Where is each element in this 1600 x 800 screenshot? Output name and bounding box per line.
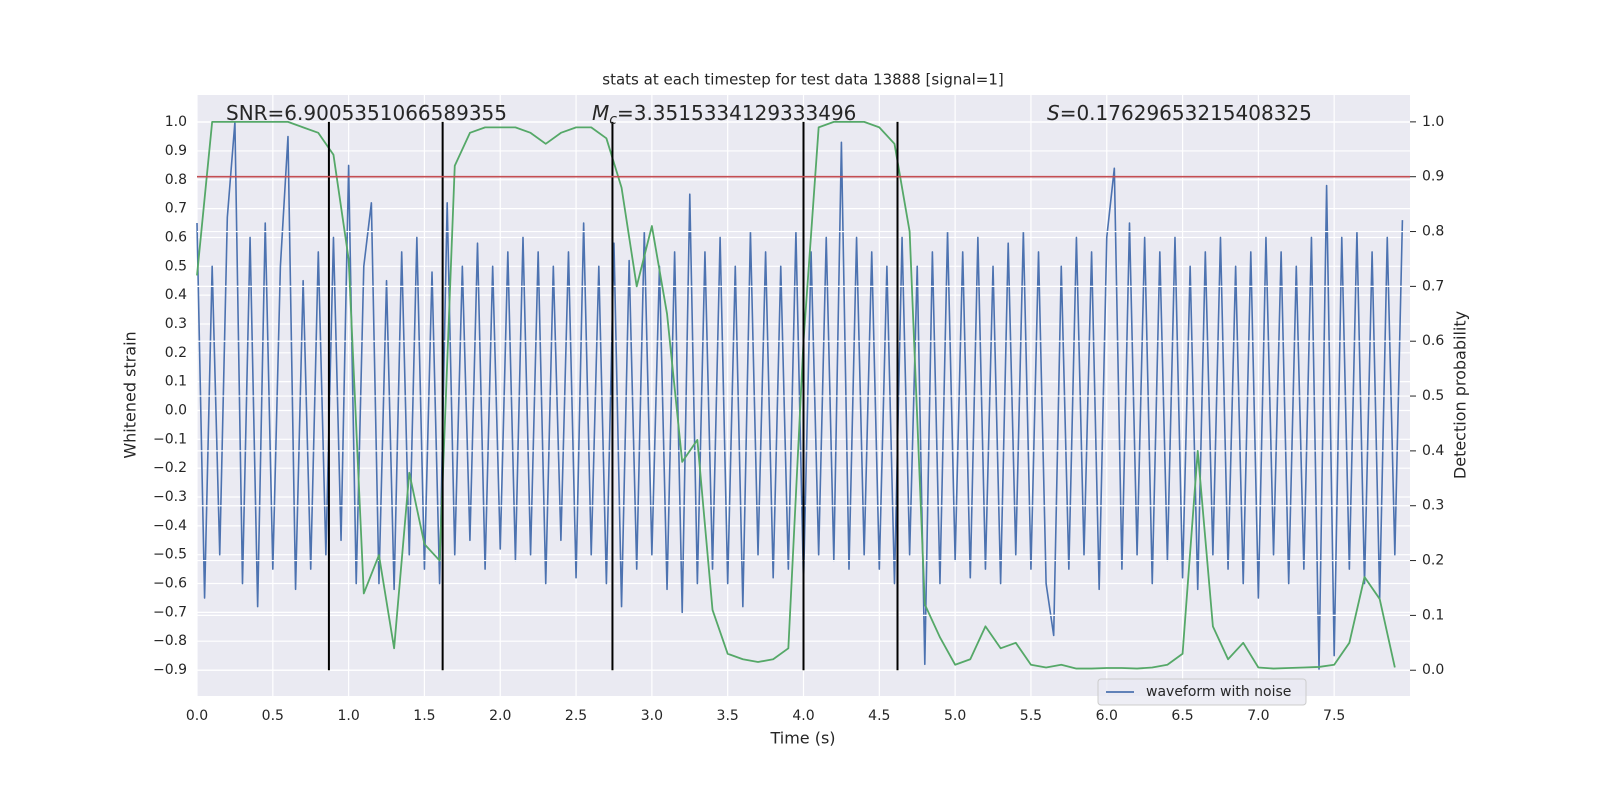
y2-tick-label: 0.0 (1422, 662, 1444, 678)
x-axis-label: Time (s) (769, 729, 835, 748)
y-tick-label: −0.8 (153, 633, 187, 649)
annotation: S=0.17629653215408325 (1047, 101, 1312, 125)
y2-tick-label: 0.3 (1422, 498, 1444, 514)
y-tick-label: 1.0 (165, 114, 187, 130)
y2-tick-label: 0.9 (1422, 169, 1444, 185)
series-line (196, 120, 1396, 670)
y-tick-label: −0.1 (153, 431, 187, 447)
y-tick-label: 0.2 (165, 345, 187, 361)
annotation-text: =3.3515334129333496 (617, 101, 856, 125)
legend-box (1097, 678, 1307, 706)
y2-tick-label: 0.7 (1422, 278, 1444, 294)
x-tick-label: 7.0 (1247, 708, 1269, 724)
annotation-subscript: c (609, 112, 617, 128)
x-tick-label: 4.0 (792, 708, 814, 724)
y-tick-label: 0.6 (165, 229, 187, 245)
y-tick-label: −0.6 (153, 576, 187, 592)
x-tick-label: 2.5 (565, 708, 587, 724)
y-tick-label: −0.5 (153, 547, 187, 563)
y-tick-label: −0.2 (153, 460, 187, 476)
x-tick-label: 2.0 (489, 708, 511, 724)
y2-tick-label: 0.1 (1422, 607, 1444, 623)
legend-label: waveform with noise (1146, 684, 1291, 700)
x-tick-label: 4.5 (868, 708, 890, 724)
x-tick-label: 0.5 (262, 708, 284, 724)
y2-tick-label: 0.6 (1422, 333, 1444, 349)
x-tick-label: 1.0 (337, 708, 359, 724)
y2-tick-label: 0.8 (1422, 224, 1444, 240)
y-tick-label: 0.3 (165, 316, 187, 332)
x-tick-label: 1.5 (413, 708, 435, 724)
x-tick-label: 3.5 (717, 708, 739, 724)
y-tick-label: −0.7 (153, 604, 187, 620)
x-tick-label: 6.5 (1171, 708, 1193, 724)
y-tick-label: 0.9 (165, 143, 187, 159)
x-tick-label: 3.0 (641, 708, 663, 724)
y-tick-label: 0.4 (165, 287, 187, 303)
y-tick-label: 0.8 (165, 172, 187, 188)
y-tick-label: −0.9 (153, 662, 187, 678)
y2-tick-label: 1.0 (1422, 114, 1444, 130)
y-tick-label: 0.1 (165, 374, 187, 390)
annotation-symbol: S (1047, 101, 1060, 125)
y2-tick-label: 0.2 (1422, 553, 1444, 569)
y2-axis-label: Detection probability (1451, 311, 1470, 479)
x-tick-label: 5.5 (1020, 708, 1042, 724)
annotation: SNR=6.9005351066589355 (226, 101, 507, 125)
y2-tick-label: 0.5 (1422, 388, 1444, 404)
annotation: Mc=3.3515334129333496 (592, 101, 856, 129)
annotation-text: =0.17629653215408325 (1060, 101, 1312, 125)
y-tick-label: 0.5 (165, 258, 187, 274)
x-tick-label: 0.0 (186, 708, 208, 724)
y-tick-label: 0.7 (165, 201, 187, 217)
y-tick-label: 0.0 (165, 402, 187, 418)
y-tick-label: −0.3 (153, 489, 187, 505)
chart-title: stats at each timestep for test data 138… (602, 71, 1003, 89)
y-tick-label: −0.4 (153, 518, 187, 534)
y-axis-label: Whitened strain (121, 331, 140, 458)
x-tick-label: 6.0 (1096, 708, 1118, 724)
annotation-text: SNR=6.9005351066589355 (226, 101, 507, 125)
annotation-symbol: M (592, 101, 609, 125)
x-tick-label: 5.0 (944, 708, 966, 724)
x-tick-label: 7.5 (1323, 708, 1345, 724)
y2-tick-label: 0.4 (1422, 443, 1444, 459)
